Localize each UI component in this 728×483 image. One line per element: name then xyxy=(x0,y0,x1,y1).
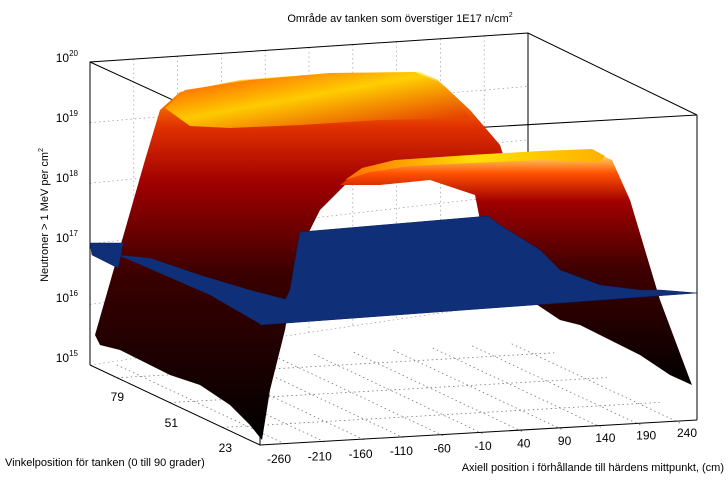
z-tick-label: 1015 xyxy=(56,349,79,365)
x-axis-label: Axiell position i förhållande till härde… xyxy=(462,462,724,474)
z-grid-line xyxy=(89,299,529,366)
threshold-plane-left-edge xyxy=(118,255,288,325)
x-tick-label: 40 xyxy=(517,436,531,450)
x-tick-label: 90 xyxy=(558,434,572,448)
x-tick-label: 140 xyxy=(595,431,615,445)
x-tick-label: -110 xyxy=(390,444,413,458)
y-tick-label: 23 xyxy=(219,441,233,455)
x-grid-line xyxy=(430,346,602,428)
x-tick-label: 190 xyxy=(636,429,656,443)
y-tick-labels: 23 51 79 xyxy=(111,390,233,455)
y-grid-line xyxy=(222,402,660,428)
z-tick-label: 1016 xyxy=(56,289,79,305)
y-tick-label: 79 xyxy=(111,390,125,404)
z-tick-label: 1017 xyxy=(56,229,79,245)
y-axis-label: Vinkelposition för tanken (0 till 90 gra… xyxy=(5,457,205,469)
z-tick-label: 1019 xyxy=(56,109,79,125)
surface-right-top xyxy=(345,149,605,180)
chart-title: Område av tanken som överstiger 1E17 n/c… xyxy=(287,12,512,25)
z-tick-label: 1020 xyxy=(56,49,79,65)
x-tick-label: -160 xyxy=(349,447,373,461)
x-tick-label: -210 xyxy=(308,449,332,463)
x-tick-label: 240 xyxy=(677,426,697,440)
x-tick-labels: -260 -210 -160 -110 -60 -10 40 90 140 190 240 xyxy=(267,426,697,466)
x-grid-line xyxy=(391,348,562,430)
z-tick-label: 1018 xyxy=(56,169,79,185)
x-tick-label: -10 xyxy=(474,439,492,453)
x-grid-line xyxy=(470,344,641,426)
y-tick-label: 51 xyxy=(165,416,179,430)
threshold-plane xyxy=(89,215,698,326)
x-tick-label: -60 xyxy=(434,442,452,456)
z-axis-label: Neutroner > 1 MeV per cm2 xyxy=(38,148,51,282)
z-tick-labels: 1015 1016 1017 1018 1019 1020 xyxy=(56,49,79,365)
x-grid-line xyxy=(272,355,444,436)
x-tick-label: -260 xyxy=(267,452,291,466)
surface-left-top xyxy=(165,72,470,128)
x-grid-line xyxy=(351,351,523,432)
